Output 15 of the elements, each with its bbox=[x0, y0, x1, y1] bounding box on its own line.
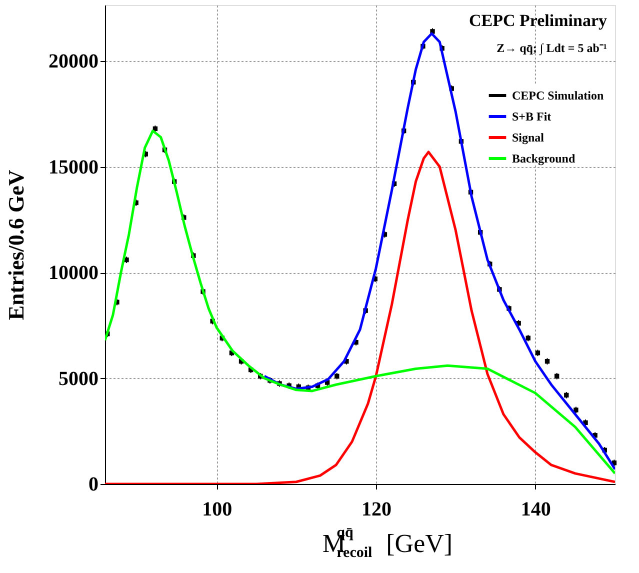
legend-label: Background bbox=[512, 152, 576, 166]
annotation: CEPC Preliminary bbox=[468, 11, 608, 30]
legend-label: CEPC Simulation bbox=[512, 88, 604, 102]
y-tick-label: 15000 bbox=[48, 156, 98, 178]
y-axis-title: Entries/0.6 GeV bbox=[4, 170, 28, 320]
y-tick-label: 5000 bbox=[58, 368, 98, 390]
legend-label: Signal bbox=[512, 130, 545, 144]
x-tick-label: 140 bbox=[520, 498, 551, 520]
x-tick-label: 100 bbox=[202, 498, 232, 520]
y-tick-label: 0 bbox=[88, 474, 98, 496]
annotation: Z→ qq̄; ∫ Ldt = 5 ab⁻¹ bbox=[496, 41, 608, 56]
x-tick-label: 120 bbox=[361, 498, 392, 520]
y-tick-label: 20000 bbox=[48, 50, 98, 73]
legend-label: S+B Fit bbox=[512, 110, 552, 124]
y-tick-label: 10000 bbox=[48, 262, 98, 284]
